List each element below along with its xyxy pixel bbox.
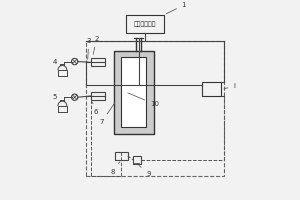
Bar — [58, 70, 67, 76]
Bar — [58, 106, 67, 112]
Text: 3: 3 — [87, 38, 91, 60]
Bar — [91, 58, 105, 66]
Text: 4: 4 — [53, 59, 57, 65]
Bar — [115, 152, 128, 160]
Bar — [85, 41, 224, 176]
Text: 2: 2 — [93, 36, 99, 54]
Text: 10: 10 — [128, 93, 159, 107]
Text: i: i — [224, 83, 235, 89]
Text: 6: 6 — [92, 102, 98, 115]
Text: 8: 8 — [110, 162, 120, 175]
Bar — [114, 51, 154, 134]
Bar — [202, 82, 221, 96]
Text: 9: 9 — [139, 165, 151, 177]
Text: 5: 5 — [53, 94, 57, 100]
Bar — [133, 156, 141, 164]
Text: 1: 1 — [167, 2, 186, 14]
Bar — [126, 15, 164, 33]
Text: 7: 7 — [100, 103, 115, 125]
Bar — [121, 57, 146, 127]
Text: 自动控制系统: 自动控制系统 — [134, 21, 156, 27]
Bar — [91, 92, 105, 100]
